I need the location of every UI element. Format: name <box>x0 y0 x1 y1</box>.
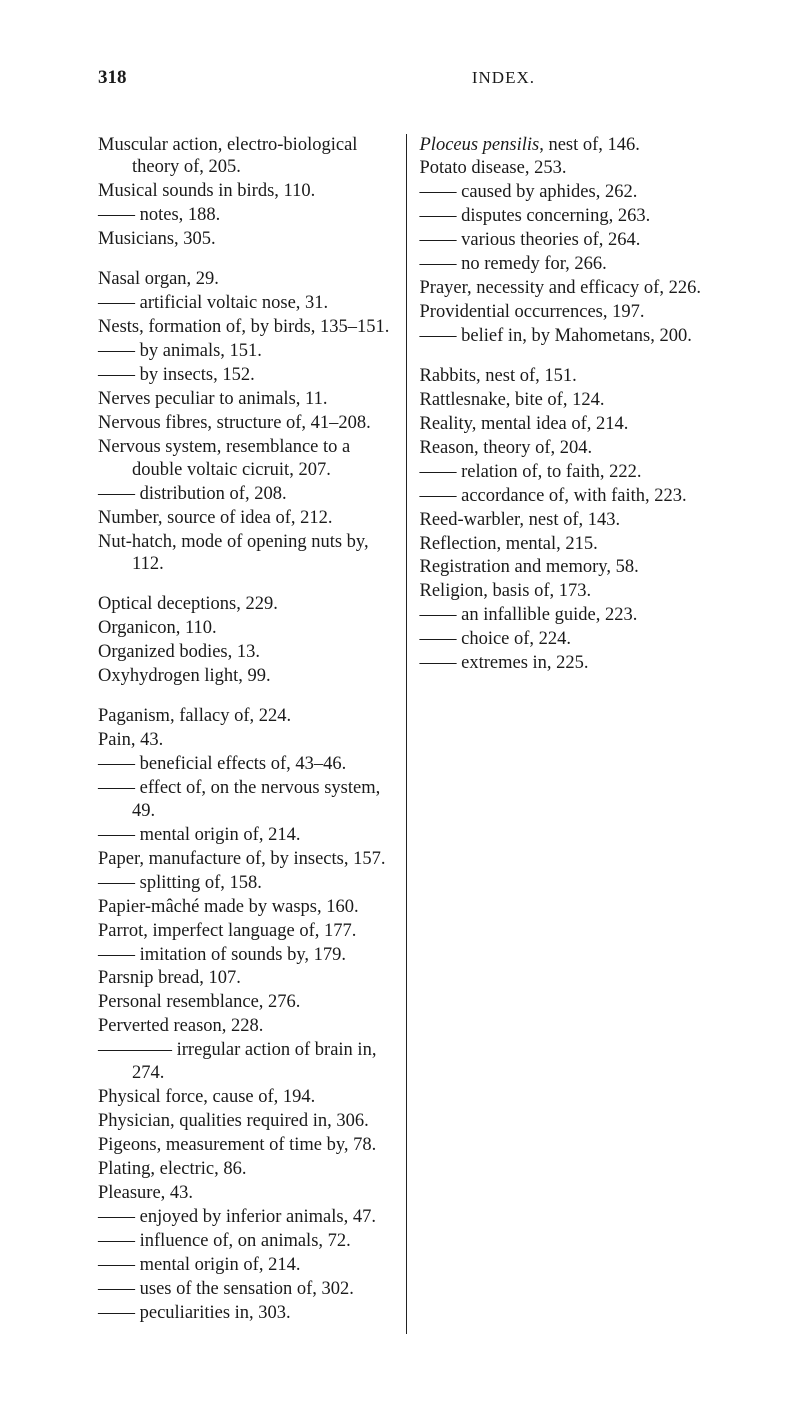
index-entry: Physical force, cause of, 194. <box>98 1086 394 1109</box>
index-entry: —— disputes concerning, 263. <box>420 205 716 228</box>
index-entry: Physician, qualities required in, 306. <box>98 1110 394 1133</box>
index-entry: Oxyhydrogen light, 99. <box>98 665 394 688</box>
index-entry: —— various theories of, 264. <box>420 229 716 252</box>
index-entry: Nervous fibres, structure of, 41–208. <box>98 412 394 435</box>
index-entry: —— relation of, to faith, 222. <box>420 461 716 484</box>
index-entry: —— distribution of, 208. <box>98 483 394 506</box>
index-entry: Musicians, 305. <box>98 228 394 251</box>
index-entry: Muscular action, electro-biolo­gical the… <box>98 134 394 180</box>
index-entry: ———— irregular action of brain in, 274. <box>98 1039 394 1085</box>
page-number: 318 <box>98 66 127 90</box>
index-entry: Pain, 43. <box>98 729 394 752</box>
index-entry: Plating, electric, 86. <box>98 1158 394 1181</box>
index-entry: —— beneficial effects of, 43–46. <box>98 753 394 776</box>
index-entry: —— extremes in, 225. <box>420 652 716 675</box>
index-columns: Muscular action, electro-biolo­gical the… <box>98 134 715 1334</box>
index-entry: Providential occurrences, 197. <box>420 301 716 324</box>
index-entry: —— enjoyed by inferior ani­mals, 47. <box>98 1206 394 1229</box>
index-entry: —— influence of, on animals, 72. <box>98 1230 394 1253</box>
index-entry: Parrot, imperfect language of, 177. <box>98 920 394 943</box>
index-entry: Nervous system, resemblance to a double … <box>98 436 394 482</box>
index-entry: Reed-warbler, nest of, 143. <box>420 509 716 532</box>
group-break <box>98 577 394 593</box>
index-entry: Reality, mental idea of, 214. <box>420 413 716 436</box>
index-entry: —— by insects, 152. <box>98 364 394 387</box>
index-entry: —— by animals, 151. <box>98 340 394 363</box>
index-entry: —— uses of the sensation of, 302. <box>98 1278 394 1301</box>
index-entry: Pleasure, 43. <box>98 1182 394 1205</box>
index-entry: Reflection, mental, 215. <box>420 533 716 556</box>
index-entry: Musical sounds in birds, 110. <box>98 180 394 203</box>
index-entry: —— effect of, on the nervous system, 49. <box>98 777 394 823</box>
group-break <box>98 689 394 705</box>
index-entry: Organized bodies, 13. <box>98 641 394 664</box>
index-entry: —— choice of, 224. <box>420 628 716 651</box>
index-entry: Organicon, 110. <box>98 617 394 640</box>
index-entry: —— imitation of sounds by, 179. <box>98 944 394 967</box>
index-entry: —— peculiarities in, 303. <box>98 1302 394 1325</box>
index-entry: Prayer, necessity and efficacy of, 226. <box>420 277 716 300</box>
left-column: Muscular action, electro-biolo­gical the… <box>98 134 394 991</box>
index-entry: —— caused by aphides, 262. <box>420 181 716 204</box>
group-break <box>420 349 716 365</box>
index-entry: Papier-mâché made by wasps, 160. <box>98 896 394 919</box>
index-entry: —— belief in, by Mahometans, 200. <box>420 325 716 348</box>
page-header: 318 INDEX. <box>98 66 715 90</box>
index-entry: Personal resemblance, 276. <box>98 991 394 1014</box>
index-entry: Nut-hatch, mode of opening nuts by, 112. <box>98 531 394 577</box>
index-entry: Potato disease, 253. <box>420 157 716 180</box>
index-entry: Rabbits, nest of, 151. <box>420 365 716 388</box>
index-entry: Parsnip bread, 107. <box>98 967 394 990</box>
index-entry: Religion, basis of, 173. <box>420 580 716 603</box>
index-entry: Paganism, fallacy of, 224. <box>98 705 394 728</box>
index-entry: Ploceus pensilis, nest of, 146. <box>420 134 716 157</box>
index-entry: —— notes, 188. <box>98 204 394 227</box>
index-entry: Registration and memory, 58. <box>420 556 716 579</box>
index-entry: Nerves peculiar to animals, 11. <box>98 388 394 411</box>
index-entry: —— artificial voltaic nose, 31. <box>98 292 394 315</box>
page-area: 318 INDEX. Muscular action, electro-biol… <box>98 66 715 1362</box>
group-break <box>98 252 394 268</box>
index-entry: Nests, formation of, by birds, 135–151. <box>98 316 394 339</box>
index-entry: Number, source of idea of, 212. <box>98 507 394 530</box>
section-title: INDEX. <box>472 67 535 88</box>
index-entry: —— splitting of, 158. <box>98 872 394 895</box>
index-entry: Reason, theory of, 204. <box>420 437 716 460</box>
index-entry: Rattlesnake, bite of, 124. <box>420 389 716 412</box>
index-entry: —— an infallible guide, 223. <box>420 604 716 627</box>
index-entry: Pigeons, measurement of time by, 78. <box>98 1134 394 1157</box>
index-entry: Paper, manufacture of, by insects, 157. <box>98 848 394 871</box>
index-entry: —— accordance of, with faith, 223. <box>420 485 716 508</box>
index-entry: Perverted reason, 228. <box>98 1015 394 1038</box>
index-entry: Nasal organ, 29. <box>98 268 394 291</box>
index-entry: —— mental origin of, 214. <box>98 1254 394 1277</box>
index-entry: —— no remedy for, 266. <box>420 253 716 276</box>
index-entry: —— mental origin of, 214. <box>98 824 394 847</box>
index-entry: Optical deceptions, 229. <box>98 593 394 616</box>
